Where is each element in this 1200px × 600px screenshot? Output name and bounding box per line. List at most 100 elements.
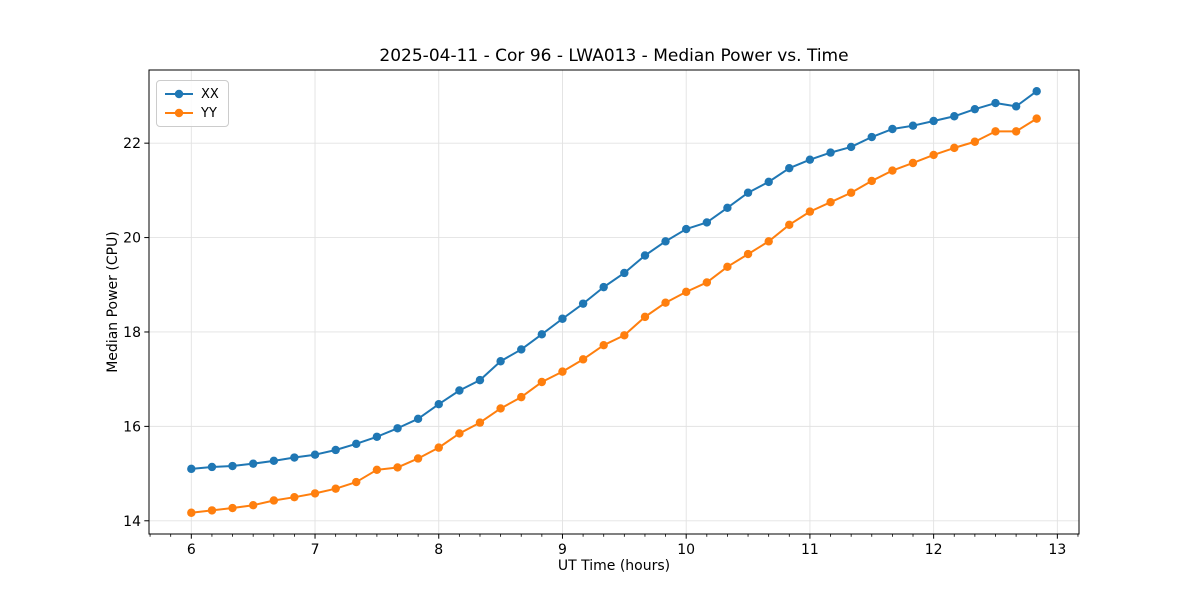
data-point-yy	[455, 429, 464, 438]
data-point-xx	[1032, 87, 1041, 96]
data-point-xx	[929, 116, 938, 126]
x-tick-label: 8	[434, 542, 443, 558]
data-point-xx	[723, 203, 732, 213]
data-point-xx	[1011, 102, 1021, 111]
legend-label-xx: XX	[201, 86, 219, 102]
y-tick-label: 14	[123, 514, 141, 530]
x-tick-label: 9	[558, 542, 567, 558]
data-point-xx	[187, 464, 196, 474]
data-point-yy	[1011, 127, 1021, 136]
data-point-yy	[228, 503, 237, 513]
data-point-yy	[888, 166, 897, 175]
data-point-xx	[640, 251, 650, 260]
data-point-yy	[434, 443, 443, 452]
data-point-xx	[434, 399, 443, 409]
legend-item-xx: XX	[164, 86, 219, 102]
y-tick-label: 22	[123, 136, 141, 152]
data-point-yy	[248, 501, 258, 510]
data-point-xx	[661, 237, 670, 246]
data-point-yy	[352, 477, 361, 487]
data-point-yy	[331, 484, 340, 493]
data-point-yy	[620, 331, 629, 340]
data-point-yy	[290, 492, 299, 502]
data-point-yy	[661, 298, 670, 307]
legend: XX YY	[156, 80, 229, 127]
y-tick-label: 18	[123, 325, 141, 341]
data-point-xx	[290, 453, 299, 462]
data-point-xx	[888, 124, 897, 134]
data-point-xx	[599, 282, 608, 292]
data-point-xx	[826, 148, 835, 157]
data-point-xx	[352, 439, 361, 449]
x-tick-label: 7	[311, 542, 320, 558]
y-tick-label: 20	[123, 231, 141, 247]
data-point-xx	[970, 104, 980, 114]
data-point-xx	[496, 357, 505, 366]
data-point-xx	[517, 345, 526, 354]
data-point-xx	[372, 432, 382, 441]
data-point-xx	[908, 121, 918, 130]
data-point-xx	[867, 132, 876, 142]
data-point-xx	[269, 456, 279, 466]
data-point-xx	[393, 424, 402, 433]
data-point-yy	[764, 237, 773, 246]
data-point-xx	[331, 445, 340, 455]
data-point-yy	[908, 158, 918, 168]
data-point-yy	[1032, 114, 1041, 123]
chart-title: 2025-04-11 - Cor 96 - LWA013 - Median Po…	[379, 46, 849, 66]
x-tick-label: 13	[1048, 542, 1066, 558]
data-point-yy	[310, 489, 320, 498]
series-line-xx	[190, 90, 1038, 470]
data-point-yy	[558, 367, 567, 376]
data-point-yy	[970, 137, 980, 146]
data-point-xx	[558, 314, 567, 323]
legend-item-yy: YY	[164, 105, 219, 121]
data-point-xx	[578, 299, 588, 308]
data-point-xx	[537, 330, 547, 339]
data-point-yy	[785, 220, 794, 230]
data-point-yy	[846, 188, 856, 197]
data-point-xx	[620, 268, 629, 278]
x-axis-label: UT Time (hours)	[557, 558, 671, 574]
data-point-xx	[846, 142, 856, 152]
data-point-yy	[537, 377, 547, 387]
data-point-xx	[681, 224, 691, 234]
data-point-yy	[413, 454, 423, 463]
data-point-xx	[413, 414, 423, 424]
data-point-yy	[207, 506, 217, 515]
data-point-yy	[496, 404, 505, 413]
data-point-yy	[867, 176, 876, 186]
data-point-yy	[475, 418, 485, 427]
data-point-yy	[578, 355, 588, 364]
data-point-xx	[310, 450, 320, 459]
data-point-xx	[475, 375, 485, 385]
data-point-xx	[743, 188, 753, 197]
legend-yy-line-marker-icon	[165, 108, 193, 118]
y-axis-label: Median Power (CPU)	[105, 231, 121, 373]
data-point-xx	[991, 98, 1000, 108]
data-point-yy	[702, 278, 712, 287]
legend-label-yy: YY	[201, 105, 217, 121]
data-point-xx	[702, 218, 712, 227]
x-tick-label: 12	[925, 542, 943, 558]
data-point-yy	[723, 262, 732, 272]
data-point-xx	[455, 386, 464, 395]
data-point-yy	[393, 463, 402, 472]
legend-xx-line-marker-icon	[165, 89, 193, 99]
data-point-yy	[269, 496, 279, 505]
x-tick-label: 6	[187, 542, 196, 558]
x-tick-label: 11	[801, 542, 819, 558]
x-tick-label: 10	[677, 542, 695, 558]
data-point-yy	[681, 287, 691, 297]
data-point-yy	[743, 249, 753, 259]
data-point-xx	[228, 461, 237, 471]
data-point-yy	[640, 312, 650, 322]
data-point-yy	[805, 207, 815, 216]
data-point-yy	[929, 150, 938, 160]
data-point-yy	[372, 465, 382, 475]
data-point-xx	[207, 462, 217, 472]
data-point-yy	[599, 340, 608, 350]
data-point-yy	[950, 143, 959, 153]
data-point-yy	[517, 392, 526, 402]
